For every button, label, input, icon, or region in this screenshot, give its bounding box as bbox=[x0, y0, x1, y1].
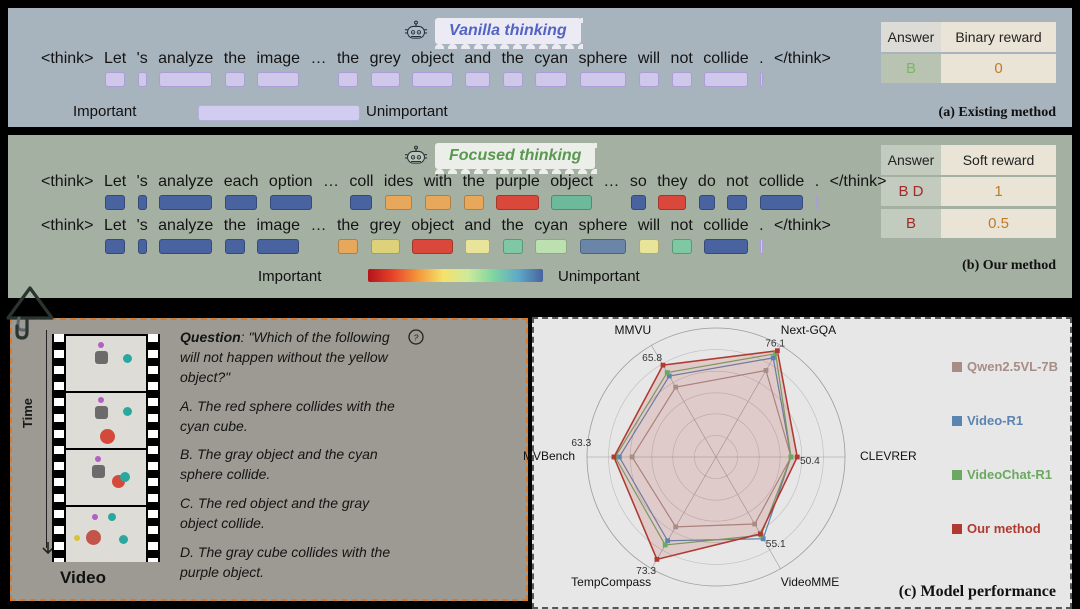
svg-text:TempCompass: TempCompass bbox=[571, 575, 651, 589]
svg-text:MVBench: MVBench bbox=[523, 449, 575, 463]
svg-text:55.1: 55.1 bbox=[766, 539, 786, 550]
svg-text:?: ? bbox=[413, 333, 418, 343]
svg-text:VideoMME: VideoMME bbox=[781, 575, 839, 589]
svg-text:76.1: 76.1 bbox=[765, 339, 785, 350]
svg-text:Next-GQA: Next-GQA bbox=[781, 323, 836, 337]
svg-text:65.8: 65.8 bbox=[642, 353, 662, 364]
svg-text:63.3: 63.3 bbox=[571, 438, 591, 449]
svg-text:CLEVRER: CLEVRER bbox=[860, 449, 917, 463]
svg-text:50.4: 50.4 bbox=[800, 456, 820, 467]
svg-text:73.3: 73.3 bbox=[636, 566, 656, 577]
svg-text:MMVU: MMVU bbox=[615, 323, 652, 337]
